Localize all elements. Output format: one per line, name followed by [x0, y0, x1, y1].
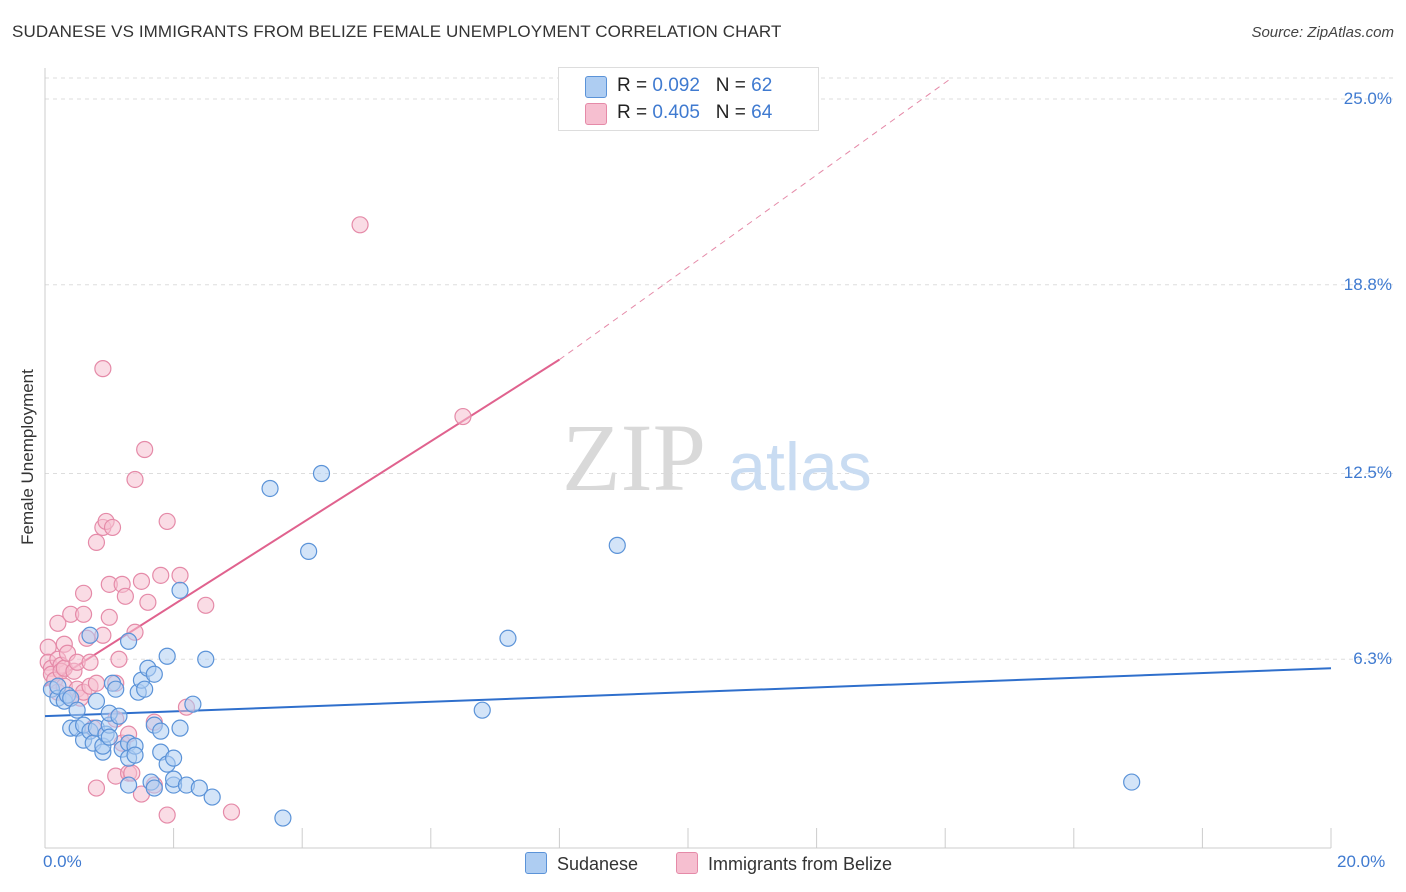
data-point-sudanese [499, 629, 517, 647]
trend-line-sudanese [44, 667, 1332, 718]
data-point-sudanese [1123, 773, 1141, 791]
data-point-sudanese [119, 776, 138, 794]
data-point-sudanese [158, 647, 176, 665]
data-point-belize [454, 407, 472, 426]
data-point-belize [100, 608, 118, 626]
x-tick-label-min: 0.0% [43, 852, 82, 871]
legend-n-label: N = [715, 102, 746, 123]
data-point-belize [103, 518, 122, 537]
data-point-belize [171, 566, 189, 584]
source-credit: Source: ZipAtlas.com [1251, 24, 1394, 41]
data-point-sudanese [190, 779, 208, 797]
y-tick-label: 12.5% [1343, 463, 1392, 483]
legend-r-label: R = [617, 102, 648, 123]
legend-swatch-sudanese [525, 852, 547, 874]
data-point-sudanese [119, 632, 138, 650]
data-point-belize [49, 614, 67, 632]
data-point-sudanese [197, 650, 215, 668]
data-point-sudanese [152, 722, 170, 740]
watermark-zip: ZIP [562, 404, 706, 511]
data-point-belize [158, 512, 176, 531]
data-point-belize [87, 533, 106, 551]
data-point-belize [74, 605, 93, 623]
data-point-belize [110, 650, 128, 668]
trend-lines [44, 77, 1332, 718]
data-point-sudanese [274, 809, 292, 827]
data-point-sudanese [171, 581, 189, 599]
trend-line-belize-extension [559, 77, 952, 361]
legend-r-label: R = [617, 75, 648, 96]
data-point-belize [87, 779, 106, 797]
legend-item-sudanese[interactable]: Sudanese [525, 852, 638, 875]
data-point-belize [158, 806, 176, 824]
data-point-sudanese [81, 626, 99, 644]
legend-swatch-belize [676, 852, 698, 874]
gridlines [45, 77, 1394, 660]
data-point-belize [94, 360, 112, 378]
watermark: ZIP atlas [562, 404, 872, 511]
axes [44, 68, 1332, 849]
legend-swatch-belize [585, 103, 607, 125]
data-point-belize [132, 572, 151, 590]
data-point-sudanese [608, 536, 626, 554]
legend-item-belize[interactable]: Immigrants from Belize [676, 852, 892, 875]
data-point-belize [126, 470, 144, 489]
data-point-belize [222, 803, 241, 821]
stats-legend: R = 0.092 N = 62 R = 0.405 N = 64 [558, 67, 819, 131]
data-point-sudanese [87, 692, 106, 710]
data-point-sudanese [136, 680, 154, 698]
legend-swatch-sudanese [585, 76, 607, 98]
data-point-sudanese [473, 701, 491, 719]
data-point-sudanese [110, 707, 128, 725]
data-point-sudanese [184, 695, 202, 713]
legend-r-value-belize: 0.405 [652, 102, 700, 123]
legend-label-belize: Immigrants from Belize [708, 854, 893, 874]
data-point-sudanese [145, 779, 163, 797]
data-point-sudanese [203, 788, 221, 806]
data-point-belize [116, 587, 134, 605]
data-point-sudanese [171, 719, 189, 737]
data-point-belize [81, 653, 99, 671]
data-points [39, 216, 1141, 827]
data-point-belize [152, 566, 170, 584]
y-tick-label: 25.0% [1343, 88, 1392, 108]
y-tick-label: 6.3% [1353, 649, 1392, 669]
data-point-sudanese [165, 749, 183, 767]
data-point-belize [351, 216, 369, 234]
legend-n-value-belize: 64 [751, 102, 773, 123]
watermark-atlas: atlas [728, 429, 872, 505]
y-tick-label: 18.8% [1343, 274, 1392, 294]
data-point-sudanese [126, 746, 144, 764]
legend-label-sudanese: Sudanese [557, 854, 639, 874]
data-point-sudanese [100, 728, 118, 746]
legend-r-value-sudanese: 0.092 [652, 75, 700, 96]
data-point-sudanese [312, 464, 331, 483]
data-point-belize [136, 440, 154, 459]
data-point-belize [74, 584, 93, 602]
legend-n-label: N = [715, 75, 746, 96]
data-point-sudanese [261, 479, 279, 498]
data-point-sudanese [300, 542, 318, 560]
data-point-belize [139, 593, 157, 611]
data-point-sudanese [68, 701, 86, 719]
data-point-sudanese [107, 680, 125, 698]
data-point-belize [87, 674, 106, 692]
series-legend: Sudanese Immigrants from Belize [0, 852, 1406, 876]
data-point-sudanese [145, 665, 163, 683]
chart-title: SUDANESE VS IMMIGRANTS FROM BELIZE FEMAL… [12, 22, 782, 41]
data-point-belize [197, 596, 215, 614]
legend-n-value-sudanese: 62 [751, 75, 773, 96]
x-tick-label-max: 20.0% [1337, 852, 1386, 871]
